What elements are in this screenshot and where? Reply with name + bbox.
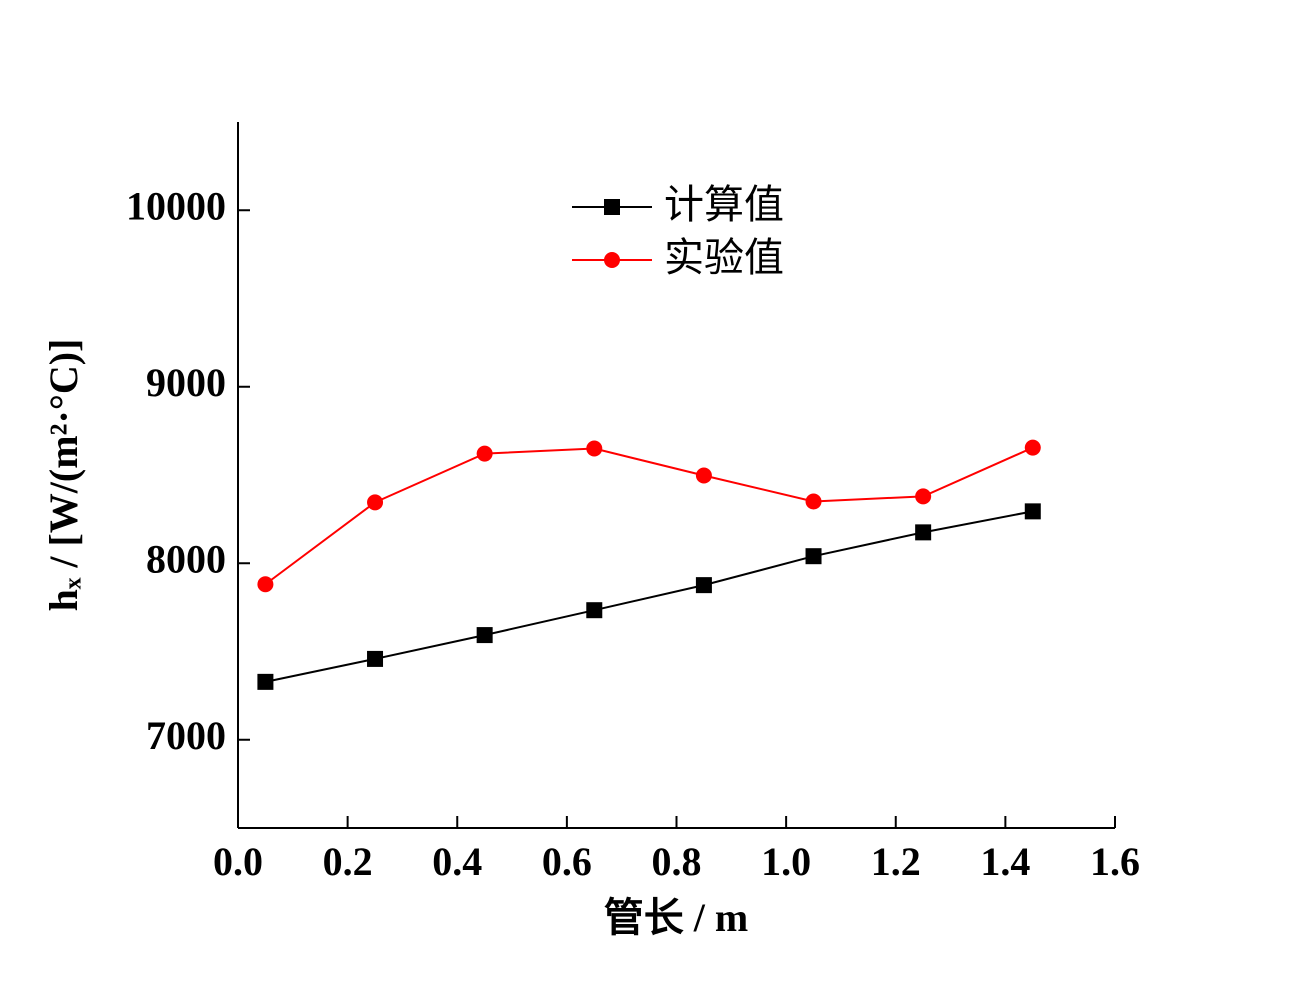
data-point [586, 602, 603, 619]
data-point [915, 524, 932, 541]
data-point [367, 494, 384, 511]
data-point [476, 445, 493, 462]
data-point [695, 467, 712, 484]
y-tick-label: 9000 [146, 360, 226, 405]
legend-marker [604, 252, 620, 268]
series-line [264, 446, 1034, 586]
y-tick-label: 10000 [126, 183, 226, 228]
y-tick-label: 7000 [146, 713, 226, 758]
data-point [586, 440, 603, 457]
data-point [805, 493, 822, 510]
data-point [257, 673, 274, 690]
data-point [257, 576, 274, 593]
legend-marker [604, 199, 620, 215]
data-point [915, 488, 932, 505]
x-tick-label: 1.6 [1090, 839, 1140, 884]
x-tick-label: 0.2 [323, 839, 373, 884]
y-tick-label: 8000 [146, 536, 226, 581]
series-line [265, 510, 1033, 683]
y-axis-label: hₓ / [W/(m²·°C)] [41, 339, 86, 612]
x-tick-label: 0.6 [542, 839, 592, 884]
x-tick-label: 1.0 [761, 839, 811, 884]
legend-label: 计算值 [664, 182, 784, 228]
data-point [476, 627, 493, 644]
x-axis-label: 管长 / m [604, 895, 748, 940]
data-point [695, 577, 712, 594]
x-tick-label: 1.2 [871, 839, 921, 884]
x-tick-label: 1.4 [980, 839, 1030, 884]
data-point [1024, 439, 1041, 456]
x-tick-label: 0.8 [652, 839, 702, 884]
legend-label: 实验值 [664, 235, 784, 281]
x-tick-label: 0.0 [213, 839, 263, 884]
x-tick-label: 0.4 [432, 839, 482, 884]
data-point [1024, 503, 1041, 520]
data-point [805, 548, 822, 565]
data-point [367, 650, 384, 667]
